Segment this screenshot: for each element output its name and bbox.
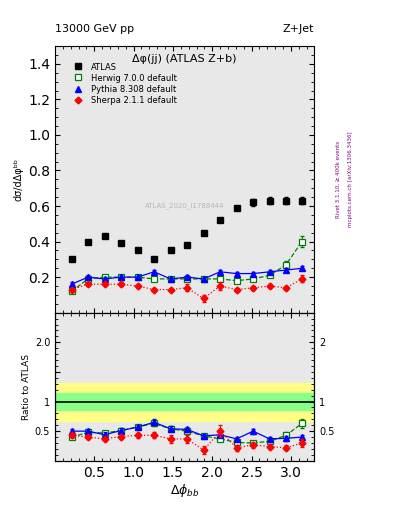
Pythia 8.308 default [102,276,107,282]
Pythia 8.308 default [267,269,272,275]
Y-axis label: Ratio to ATLAS: Ratio to ATLAS [22,354,31,420]
ATLAS [299,198,304,204]
Sherpa 2.1.1 default [185,285,189,291]
Pythia 8.308 default [218,269,222,275]
Line: Sherpa 2.1.1 default: Sherpa 2.1.1 default [69,276,304,301]
Sherpa 2.1.1 default [267,283,272,289]
Herwig 7.0.0 default [234,278,239,284]
ATLAS [267,198,272,204]
Sherpa 2.1.1 default [251,285,255,291]
Pythia 8.308 default [152,269,156,275]
Bar [55,393,314,411]
Herwig 7.0.0 default [135,274,140,280]
Text: 13000 GeV pp: 13000 GeV pp [55,24,134,34]
Pythia 8.308 default [251,270,255,276]
Herwig 7.0.0 default [251,276,255,282]
Sherpa 2.1.1 default [86,281,90,287]
Sherpa 2.1.1 default [234,287,239,293]
Text: Δφ(jj) (ATLAS Z+b): Δφ(jj) (ATLAS Z+b) [132,54,237,64]
Herwig 7.0.0 default [267,272,272,279]
ATLAS [251,199,255,205]
Sherpa 2.1.1 default [69,287,74,293]
Sherpa 2.1.1 default [201,295,206,302]
Sherpa 2.1.1 default [152,287,156,293]
Herwig 7.0.0 default [168,276,173,282]
Herwig 7.0.0 default [86,276,90,282]
Pythia 8.308 default [284,267,288,273]
Sherpa 2.1.1 default [119,281,123,287]
Line: ATLAS: ATLAS [68,198,305,263]
ATLAS [168,247,173,253]
Sherpa 2.1.1 default [299,276,304,282]
Pythia 8.308 default [168,276,173,282]
Herwig 7.0.0 default [218,276,222,282]
ATLAS [201,229,206,236]
Herwig 7.0.0 default [119,274,123,280]
ATLAS [152,257,156,263]
ATLAS [119,240,123,246]
Pythia 8.308 default [299,265,304,271]
Herwig 7.0.0 default [299,239,304,245]
Text: ATLAS_2020_I1788444: ATLAS_2020_I1788444 [145,203,224,209]
Pythia 8.308 default [234,270,239,276]
Bar [55,382,314,420]
Herwig 7.0.0 default [152,276,156,282]
Text: Rivet 3.1.10, ≥ 400k events: Rivet 3.1.10, ≥ 400k events [336,141,341,218]
Herwig 7.0.0 default [201,276,206,282]
Sherpa 2.1.1 default [102,281,107,287]
X-axis label: $\Delta\phi_{bb}$: $\Delta\phi_{bb}$ [170,482,200,499]
Herwig 7.0.0 default [69,288,74,294]
ATLAS [69,257,74,263]
Legend: ATLAS, Herwig 7.0.0 default, Pythia 8.308 default, Sherpa 2.1.1 default: ATLAS, Herwig 7.0.0 default, Pythia 8.30… [67,61,179,106]
ATLAS [135,247,140,253]
Herwig 7.0.0 default [102,274,107,280]
Sherpa 2.1.1 default [218,283,222,289]
Herwig 7.0.0 default [185,276,189,282]
Pythia 8.308 default [119,274,123,280]
Sherpa 2.1.1 default [284,285,288,291]
Sherpa 2.1.1 default [135,283,140,289]
Pythia 8.308 default [86,274,90,280]
Line: Herwig 7.0.0 default: Herwig 7.0.0 default [69,239,305,294]
Herwig 7.0.0 default [284,262,288,268]
Y-axis label: dσ/dΔφᵇᵇ: dσ/dΔφᵇᵇ [14,158,24,201]
ATLAS [234,205,239,211]
Text: Z+Jet: Z+Jet [283,24,314,34]
Pythia 8.308 default [135,274,140,280]
ATLAS [185,242,189,248]
ATLAS [284,198,288,204]
ATLAS [218,217,222,223]
Sherpa 2.1.1 default [168,287,173,293]
Pythia 8.308 default [69,281,74,287]
ATLAS [86,239,90,245]
Pythia 8.308 default [185,274,189,280]
Text: mcplots.cern.ch [arXiv:1306.3436]: mcplots.cern.ch [arXiv:1306.3436] [348,132,353,227]
Pythia 8.308 default [201,276,206,282]
ATLAS [102,233,107,239]
Line: Pythia 8.308 default: Pythia 8.308 default [68,265,305,287]
